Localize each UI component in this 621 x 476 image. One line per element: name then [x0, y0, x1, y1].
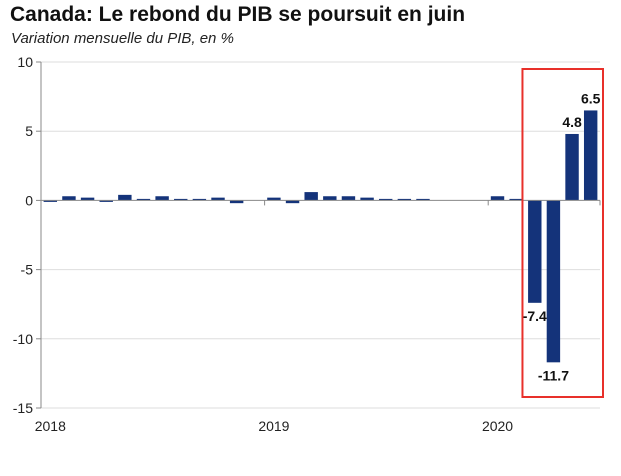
bar: [583, 110, 598, 201]
bar: [136, 198, 151, 201]
bar: [490, 196, 505, 201]
axes: [40, 62, 600, 408]
x-tick-label: 2020: [482, 418, 513, 434]
y-axis-ticks: 10 5 0 -5 -10 -15: [13, 54, 41, 416]
data-label: 4.8: [562, 114, 582, 130]
bars: [43, 110, 598, 363]
bar: [155, 196, 169, 201]
bar: [118, 194, 132, 201]
y-tick-label: -10: [13, 331, 33, 347]
bar: [379, 198, 393, 201]
bar: [80, 197, 95, 201]
x-axis-ticks: 2018 2019 2020: [35, 200, 601, 434]
data-labels: -7.4 -11.7 4.8 6.5: [523, 90, 601, 383]
highlight-box: [521, 68, 605, 398]
data-label: 6.5: [581, 90, 601, 106]
x-tick-label: 2019: [258, 418, 289, 434]
bar: [397, 198, 412, 201]
bar: [211, 197, 225, 201]
y-tick-label: 10: [17, 54, 33, 70]
bar: [43, 200, 58, 202]
highlight-rectangle: [521, 68, 605, 398]
bar: [565, 133, 579, 201]
bar: [99, 200, 113, 202]
chart-title: Canada: Le rebond du PIB se poursuit en …: [10, 3, 466, 26]
bar: [62, 196, 76, 201]
x-tick-label: 2018: [35, 418, 66, 434]
bar: [509, 198, 523, 201]
y-tick-label: 0: [25, 192, 33, 208]
bar: [546, 200, 561, 363]
y-tick-label: -15: [13, 400, 33, 416]
bar: [304, 192, 318, 201]
bar: [285, 200, 300, 204]
bar: [323, 196, 337, 201]
y-tick-label: -5: [21, 262, 34, 278]
grid-lines: [41, 61, 600, 409]
data-label: -11.7: [538, 367, 569, 383]
data-label: -7.4: [523, 308, 547, 324]
y-tick-label: 5: [25, 123, 33, 139]
chart-subtitle: Variation mensuelle du PIB, en %: [11, 30, 234, 47]
bar: [174, 198, 188, 201]
bar: [528, 200, 542, 303]
bar: [341, 196, 356, 201]
bar: [192, 198, 207, 201]
bar: [267, 197, 281, 201]
bar: [229, 200, 244, 204]
bar: [360, 197, 374, 201]
bar: [416, 198, 430, 201]
